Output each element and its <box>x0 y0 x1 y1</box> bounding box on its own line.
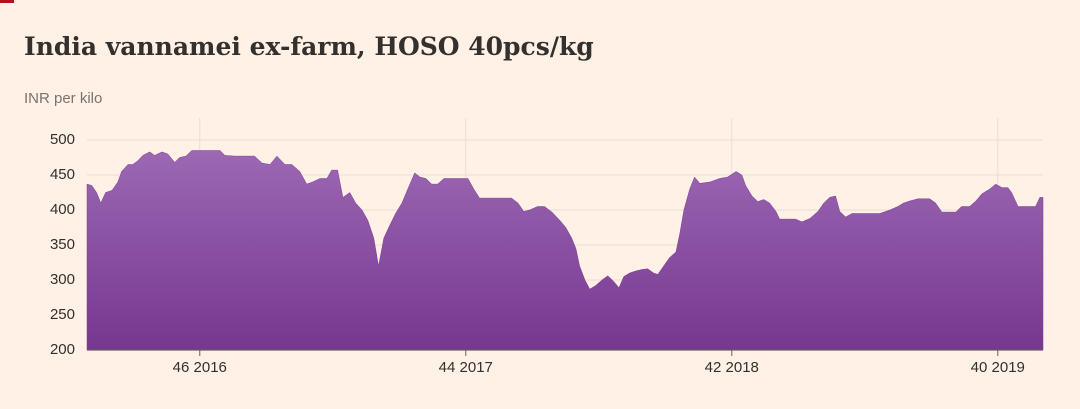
y-tick-label: 200 <box>50 341 75 358</box>
area <box>86 150 1044 351</box>
y-tick-label: 450 <box>50 166 75 183</box>
labels: 200 250 300 350 400 450 500 46 2016 44 2017 42 20… <box>50 131 1043 376</box>
y-tick-label: 350 <box>50 236 75 253</box>
x-tick-label: 44 2017 <box>439 359 493 376</box>
x-tick-label: 40 2019 <box>971 359 1025 376</box>
plot <box>86 150 1044 351</box>
y-tick-label: 250 <box>50 306 75 323</box>
x-tick-label: 42 2018 <box>705 359 759 376</box>
brand-mark <box>0 0 14 3</box>
y-tick-label: 300 <box>50 271 75 288</box>
chart-subtitle: INR per kilo <box>24 90 102 107</box>
y-tick-label: 500 <box>50 131 75 148</box>
x-tick-label: 46 2016 <box>173 359 227 376</box>
y-tick-label: 400 <box>50 201 75 218</box>
chart-title: India vannamei ex-farm, HOSO 40pcs/kg <box>24 32 594 61</box>
